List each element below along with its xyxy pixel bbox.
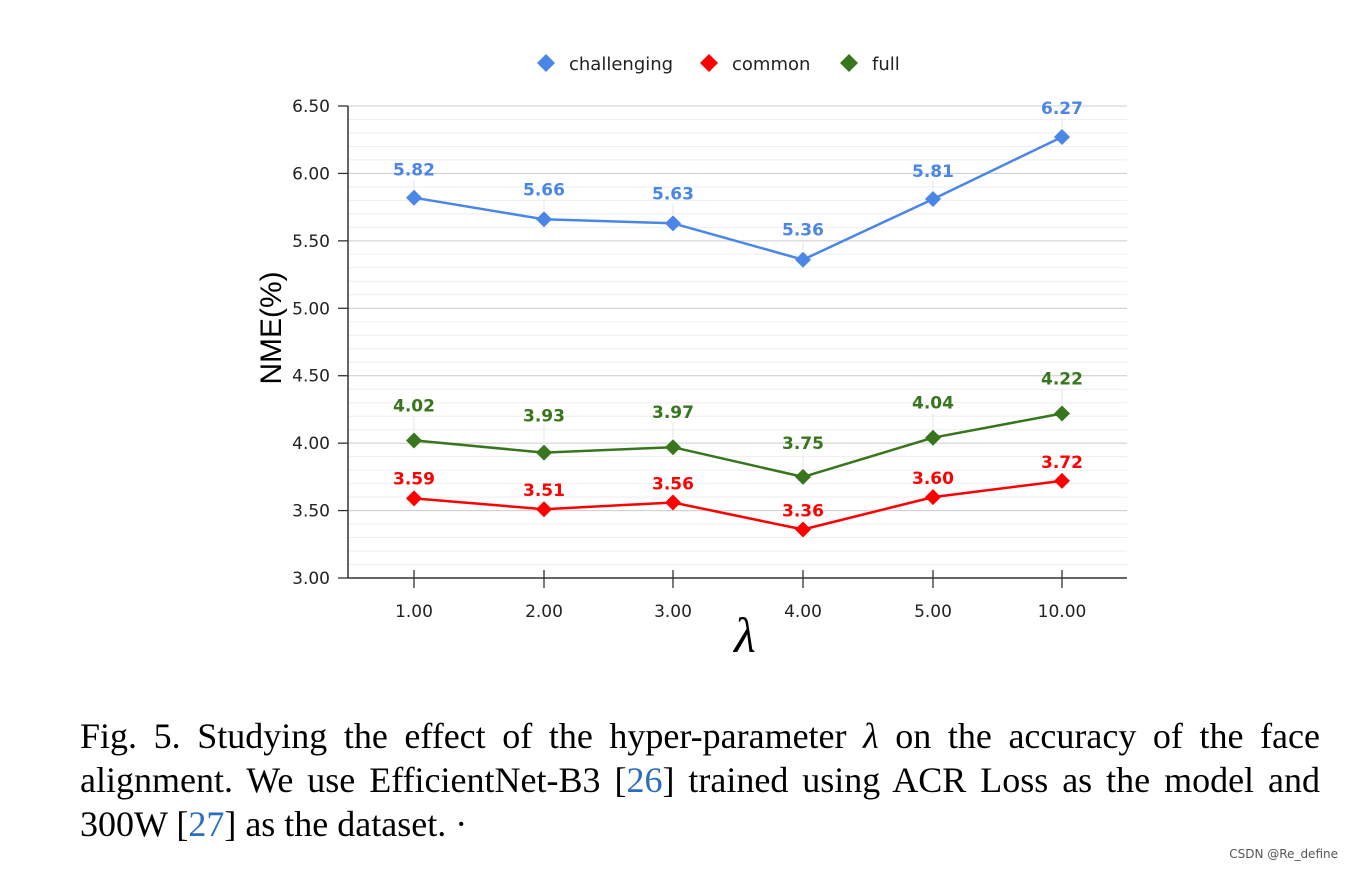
y-tick-label: 6.00 <box>292 164 330 184</box>
figure-caption: Fig. 5. Studying the effect of the hyper… <box>80 714 1320 846</box>
data-label-challenging: 6.27 <box>1041 99 1083 119</box>
data-label-full: 3.93 <box>523 407 565 427</box>
x-tick-label: 5.00 <box>914 602 952 622</box>
data-label-common: 3.56 <box>652 474 694 494</box>
data-point-full <box>665 439 681 456</box>
y-tick-label: 5.50 <box>292 232 330 252</box>
caption-text-2: on the accuracy of the face alignment. W… <box>80 716 1320 800</box>
data-label-common: 3.51 <box>523 481 565 501</box>
data-point-common <box>665 494 681 511</box>
x-tick-labels: 1.00 2.00 3.00 4.00 5.00 10.00 <box>395 602 1086 622</box>
data-label-challenging: 5.36 <box>782 221 824 241</box>
series-line-full <box>413 412 1063 479</box>
caption-ref-27[interactable]: 27 <box>188 804 225 844</box>
data-label-full: 3.75 <box>782 434 824 454</box>
data-point-challenging <box>536 211 552 228</box>
data-label-common: 3.59 <box>393 469 435 489</box>
data-label-challenging: 5.66 <box>523 180 565 200</box>
caption-lambda: λ <box>863 716 879 756</box>
caption-dot: · <box>455 804 468 844</box>
y-tick-labels: 3.00 3.50 4.00 4.50 5.00 5.50 6.00 6.50 <box>292 97 330 589</box>
data-label-full: 4.04 <box>912 394 954 414</box>
series-line-challenging <box>413 135 1063 261</box>
series-layer: 5.82 5.66 5.63 5.36 5.81 6.27 3.59 3.51 3.56 3.36… <box>393 99 1083 538</box>
series-challenging: 5.82 5.66 5.63 5.36 5.81 6.27 <box>393 99 1083 268</box>
data-point-challenging <box>1054 129 1070 146</box>
data-point-challenging <box>665 215 681 232</box>
legend-item-common: common <box>700 54 810 75</box>
data-point-common <box>406 490 422 507</box>
data-label-full: 4.02 <box>393 396 435 416</box>
series-common: 3.59 3.51 3.56 3.36 3.60 3.72 <box>393 453 1083 538</box>
series-full: 4.02 3.93 3.97 3.75 4.04 4.22 <box>393 369 1083 485</box>
data-point-challenging <box>795 251 811 268</box>
caption-text-3: ] trained using ACR Loss as the model an… <box>80 760 1320 844</box>
y-axis-label: NME(%) <box>255 271 288 384</box>
data-point-common <box>536 501 552 518</box>
data-point-common <box>1054 472 1070 489</box>
data-label-challenging: 5.82 <box>393 161 435 181</box>
data-point-full <box>795 468 811 485</box>
y-tick-label: 4.00 <box>292 434 330 454</box>
data-label-full: 3.97 <box>652 403 694 423</box>
y-tick-label: 6.50 <box>292 97 330 117</box>
axes <box>338 105 1127 588</box>
x-tick-label: 3.00 <box>654 602 692 622</box>
y-tick-label: 3.00 <box>292 569 330 589</box>
data-label-common: 3.36 <box>782 501 824 521</box>
watermark: CSDN @Re_define <box>1229 847 1338 861</box>
caption-text-4: ] as the dataset. <box>224 804 447 844</box>
data-label-common: 3.72 <box>1041 453 1083 473</box>
legend-marker-full <box>840 54 858 72</box>
legend: challenging common full <box>537 54 900 75</box>
legend-marker-challenging <box>537 54 555 72</box>
x-tick-label: 10.00 <box>1038 602 1087 622</box>
data-label-full: 4.22 <box>1041 369 1083 389</box>
legend-item-full: full <box>840 54 900 75</box>
data-point-full <box>536 444 552 461</box>
x-tick-label: 2.00 <box>525 602 563 622</box>
data-point-common <box>925 489 941 506</box>
legend-label-common: common <box>732 54 810 75</box>
legend-label-challenging: challenging <box>569 54 673 75</box>
data-point-full <box>1054 405 1070 422</box>
legend-marker-common <box>700 54 718 72</box>
data-point-full <box>925 429 941 446</box>
data-point-full <box>406 432 422 449</box>
data-label-challenging: 5.81 <box>912 162 954 182</box>
y-tick-label: 4.50 <box>292 367 330 387</box>
series-line-common <box>413 479 1063 531</box>
x-tick-label: 4.00 <box>784 602 822 622</box>
y-tick-label: 5.00 <box>292 299 330 319</box>
grid-lines <box>348 105 1127 565</box>
data-label-challenging: 5.63 <box>652 184 694 204</box>
legend-item-challenging: challenging <box>537 54 673 75</box>
caption-ref-26[interactable]: 26 <box>626 760 663 800</box>
x-axis-label: λ <box>732 607 756 663</box>
caption-text-1: Fig. 5. Studying the effect of the hyper… <box>80 716 864 756</box>
data-label-common: 3.60 <box>912 469 954 489</box>
data-point-common <box>795 521 811 538</box>
x-tick-label: 1.00 <box>395 602 433 622</box>
legend-label-full: full <box>872 54 900 75</box>
data-point-challenging <box>925 191 941 208</box>
y-tick-label: 3.50 <box>292 502 330 522</box>
data-point-challenging <box>406 189 422 206</box>
